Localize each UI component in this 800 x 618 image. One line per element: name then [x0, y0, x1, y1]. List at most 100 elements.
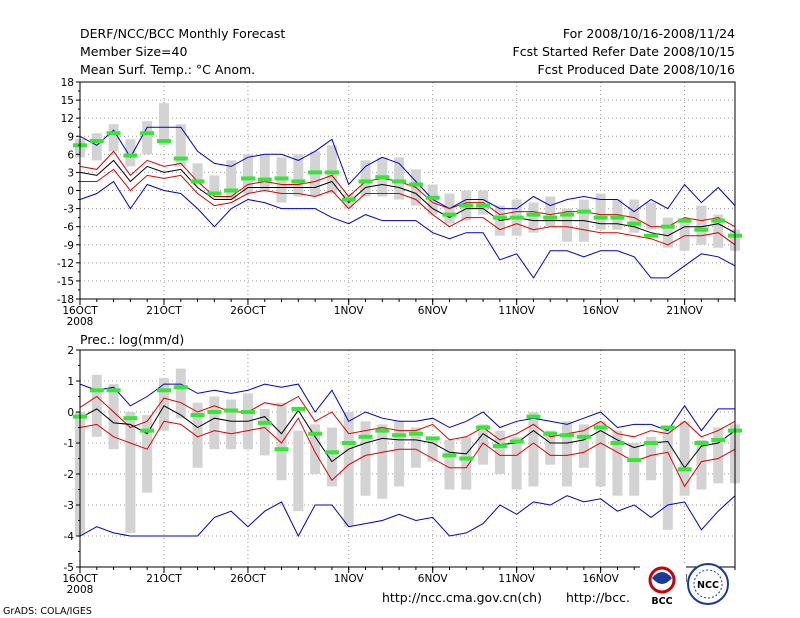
- median-mark: [106, 388, 121, 393]
- ensemble-box: [125, 412, 136, 533]
- ensemble-box: [662, 427, 673, 530]
- ensemble-box: [629, 199, 640, 233]
- ensemble-box: [494, 430, 505, 474]
- median-mark: [341, 197, 356, 202]
- median-mark: [660, 224, 675, 229]
- ensemble-box: [427, 439, 438, 462]
- y-tick-label: -6: [64, 222, 75, 234]
- x-tick-label: 11NOV: [498, 305, 535, 317]
- median-mark: [560, 212, 575, 217]
- ensemble-box: [360, 421, 371, 496]
- ensemble-box: [242, 154, 253, 194]
- ensemble-box: [562, 421, 573, 487]
- median-mark: [543, 215, 558, 220]
- median-mark: [509, 215, 524, 220]
- spread-lower-line: [80, 168, 736, 246]
- x-tick-label: 16OCT: [62, 305, 98, 317]
- ensemble-box: [713, 427, 724, 484]
- ensemble-max-line: [79, 126, 736, 213]
- ensemble-box: [377, 424, 388, 499]
- median-mark: [492, 215, 507, 220]
- median-mark: [593, 425, 608, 430]
- ensemble-max-line: [79, 383, 735, 432]
- y-tick-label: -3: [64, 204, 74, 216]
- median-mark: [526, 414, 541, 419]
- y-tick-label: 1: [67, 376, 74, 388]
- ensemble-box: [394, 421, 405, 487]
- ensemble-box: [511, 436, 522, 490]
- spread-upper-line: [79, 395, 736, 441]
- median-mark: [341, 441, 356, 445]
- median-mark: [593, 215, 608, 220]
- median-mark: [694, 441, 709, 445]
- ensemble-box: [310, 424, 321, 474]
- ensemble-box: [158, 103, 169, 146]
- median-mark: [190, 179, 205, 184]
- bcc-url-link[interactable]: http://bcc.: [566, 590, 630, 605]
- median-mark: [677, 218, 692, 223]
- ensemble-box: [259, 408, 270, 456]
- x-tick-label: 26OCT: [230, 573, 266, 585]
- median-mark: [358, 179, 373, 184]
- ensemble-box: [226, 160, 237, 200]
- median-mark: [644, 441, 659, 445]
- ensemble-box: [343, 412, 354, 527]
- median-mark: [140, 428, 155, 433]
- median-mark: [308, 170, 323, 175]
- median-mark: [694, 227, 709, 232]
- ensemble-box: [108, 124, 119, 152]
- median-mark: [543, 431, 558, 436]
- ensemble-box: [679, 421, 690, 496]
- forecast-start-date-label: Fcst Started Refer Date 2008/10/15: [513, 44, 736, 59]
- median-mark: [459, 203, 474, 208]
- y-tick-label: 6: [67, 149, 74, 161]
- ensemble-box: [276, 402, 287, 481]
- median-mark: [240, 410, 255, 414]
- grads-credit: GrADS: COLA/IGES: [3, 606, 92, 617]
- precipitation-chart: -5 -4 -3 -2 -1 0 1 2 16OCT 21OCT 26OCT 1NOV 6NOV 11NO…: [62, 345, 742, 596]
- spread-upper-line: [79, 150, 736, 228]
- median-mark: [106, 131, 121, 136]
- y-tick-label: -12: [57, 258, 74, 270]
- median-mark: [459, 456, 474, 461]
- ensemble-box: [444, 439, 455, 490]
- median-mark: [274, 176, 289, 181]
- median-mark: [492, 444, 507, 449]
- ensemble-box: [142, 415, 153, 493]
- y-tick-label: 12: [61, 113, 74, 125]
- y-tick-label: -3: [64, 500, 74, 512]
- median-mark: [207, 191, 222, 196]
- temperature-panel-title: Mean Surf. Temp.: °C Anom.: [80, 62, 255, 77]
- median-mark: [711, 437, 726, 442]
- ensemble-box: [175, 368, 186, 419]
- median-mark: [156, 388, 171, 393]
- x-tick-label: 16NOV: [582, 305, 619, 317]
- ensemble-box: [410, 427, 421, 468]
- ensemble-box: [595, 421, 606, 487]
- y-tick-label: 0: [67, 186, 74, 198]
- ensemble-min-line: [79, 495, 736, 538]
- y-tick-label: 9: [67, 131, 74, 143]
- median-mark: [425, 195, 440, 200]
- ensemble-box: [696, 439, 707, 490]
- median-mark: [610, 215, 625, 220]
- median-mark: [408, 182, 423, 187]
- ensemble-box: [545, 196, 556, 227]
- ensemble-box: [192, 402, 203, 468]
- median-mark: [677, 467, 692, 472]
- ensemble-box: [192, 163, 203, 185]
- ncc-url-link[interactable]: http://ncc.cma.gov.cn(ch): [382, 590, 542, 605]
- ensemble-box: [91, 374, 102, 437]
- ncc-logo-text: NCC: [697, 580, 719, 591]
- median-mark: [274, 447, 289, 452]
- median-mark: [526, 212, 541, 217]
- x-tick-label: 1NOV: [334, 305, 365, 317]
- ncc-logo: NCC: [687, 563, 729, 605]
- spread-lower-line: [79, 417, 736, 488]
- x-tick-label: 26OCT: [230, 305, 266, 317]
- ensemble-box: [108, 384, 119, 450]
- median-mark: [324, 170, 339, 175]
- forecast-produced-date-label: Fcst Produced Date 2008/10/16: [537, 62, 735, 77]
- x-tick-label: 11NOV: [498, 573, 535, 585]
